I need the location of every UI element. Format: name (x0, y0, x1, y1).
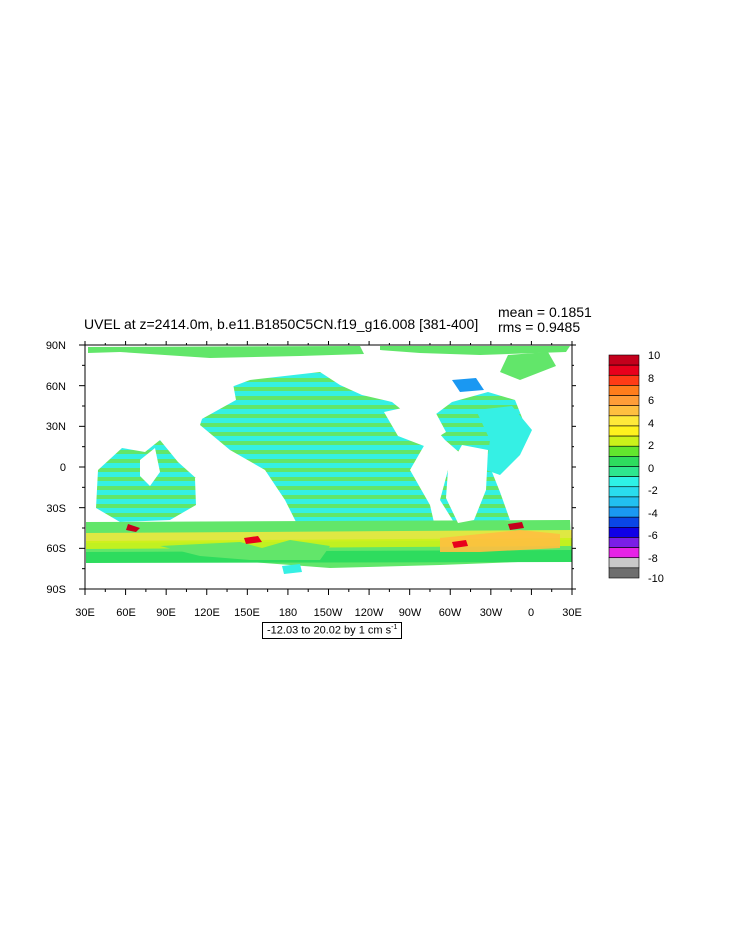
contour-range-box: -12.03 to 20.02 by 1 cm s-1 (262, 622, 403, 639)
colorbar-swatch (608, 496, 640, 508)
colorbar-label: 4 (648, 418, 654, 430)
plot-title: UVEL at z=2414.0m, b.e11.B1850C5CN.f19_g… (84, 316, 479, 332)
lon-label: 90E (156, 607, 176, 619)
lat-labels: 90N 60N 30N 0 30S 60S 90S (46, 340, 66, 596)
lon-label: 90W (399, 607, 422, 619)
lon-label: 30E (75, 607, 95, 619)
lon-label: 60E (116, 607, 136, 619)
map-ticks (79, 341, 576, 595)
colorbar-swatch (608, 425, 640, 437)
colorbar-swatch (608, 374, 640, 386)
colorbar-swatch (608, 445, 640, 457)
colorbar-swatch (608, 435, 640, 447)
colorbar-swatch (608, 537, 640, 548)
colorbar-swatch (608, 506, 640, 518)
colorbar-swatch (608, 476, 640, 488)
lon-label: 30W (480, 607, 503, 619)
colorbar-swatch (608, 547, 640, 559)
colorbar-swatch (608, 567, 640, 579)
colorbar-labels: 10 8 6 4 2 0 -2 -4 -6 -8 -10 (648, 350, 664, 585)
rms-stat: rms = 0.9485 (498, 319, 581, 335)
mean-stat: mean = 0.1851 (498, 304, 592, 320)
colorbar-label: -6 (648, 530, 658, 542)
colorbar-label: 8 (648, 373, 654, 385)
lon-label: 180 (279, 607, 297, 619)
colorbar-swatch (608, 466, 640, 477)
lon-label: 0 (528, 607, 534, 619)
colorbar-label: 2 (648, 440, 654, 452)
colorbar-swatch (608, 385, 640, 396)
lat-label: 0 (60, 462, 66, 474)
lon-label: 60W (439, 607, 462, 619)
colorbar-label: 0 (648, 463, 654, 475)
colorbar-swatch (608, 395, 640, 406)
lon-labels: 30E 60E 90E 120E 150E 180 150W 120W 90W … (75, 607, 582, 619)
lon-label: 120E (194, 607, 220, 619)
lat-label: 30S (46, 503, 66, 515)
colorbar-label: 10 (648, 350, 660, 362)
colorbar-label: -8 (648, 553, 658, 565)
colorbar-swatch (608, 354, 640, 366)
colorbar-label: 6 (648, 395, 654, 407)
colorbar-swatch (608, 527, 640, 538)
colorbar-swatch (608, 364, 640, 376)
map-field (86, 346, 572, 574)
colorbar-swatch (608, 557, 640, 569)
lat-label: 60N (46, 381, 66, 393)
colorbar-swatch (608, 486, 640, 498)
colorbar-label: -10 (648, 573, 664, 585)
lon-label: 150E (234, 607, 260, 619)
lat-label: 60S (46, 543, 66, 555)
lon-label: 150W (314, 607, 343, 619)
colorbar-swatch (608, 415, 640, 427)
colorbar (608, 354, 640, 579)
colorbar-swatch (608, 405, 640, 417)
colorbar-label: -4 (648, 508, 658, 520)
lat-label: 90N (46, 340, 66, 352)
lat-label: 30N (46, 421, 66, 433)
contour-range-text: -12.03 to 20.02 by 1 cm s (267, 624, 392, 637)
colorbar-label: -2 (648, 485, 658, 497)
lon-label: 120W (355, 607, 384, 619)
contour-range-unit-exponent: -1 (391, 624, 398, 631)
colorbar-swatch (608, 516, 640, 528)
lon-label: 30E (562, 607, 582, 619)
lat-label: 90S (46, 584, 66, 596)
colorbar-swatch (608, 456, 640, 467)
